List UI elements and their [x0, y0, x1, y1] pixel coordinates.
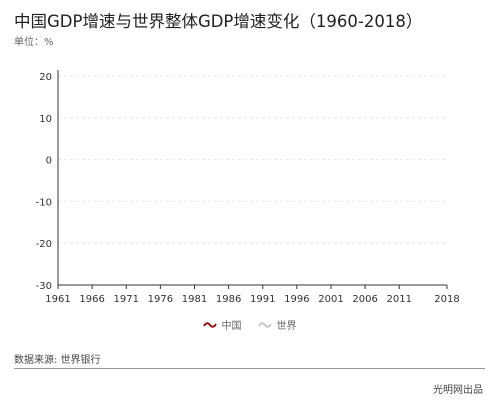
legend-label-china: 中国 — [221, 321, 242, 332]
publisher-credit: 光明网出品 — [433, 385, 483, 396]
x-tick-label: 1976 — [148, 294, 173, 305]
chart-title: 中国GDP增速与世界整体GDP增速变化（1960-2018） — [14, 12, 423, 31]
x-tick-label: 1996 — [284, 294, 309, 305]
y-tick-label: 0 — [46, 156, 52, 167]
x-tick-label: 1981 — [182, 294, 207, 305]
legend: 中国 世界 — [0, 317, 499, 332]
unit-label: 单位：% — [14, 37, 54, 48]
x-tick-label: 2011 — [387, 294, 412, 305]
y-tick-label: -30 — [36, 281, 52, 292]
legend-label-world: 世界 — [276, 321, 297, 332]
x-tick-label: 2018 — [434, 294, 459, 305]
x-tick-label: 1986 — [216, 294, 241, 305]
y-tick-label: 20 — [39, 72, 52, 83]
x-tick-label: 1991 — [250, 294, 275, 305]
x-tick-label: 1961 — [45, 294, 70, 305]
x-tick-label: 1971 — [114, 294, 139, 305]
x-tick-label: 1966 — [79, 294, 104, 305]
x-tick-label: 2006 — [352, 294, 377, 305]
legend-item-world[interactable]: 世界 — [257, 317, 297, 332]
y-tick-label: 10 — [39, 114, 52, 125]
x-tick-label: 2001 — [318, 294, 343, 305]
legend-item-china[interactable]: 中国 — [202, 317, 242, 332]
y-tick-label: -10 — [36, 197, 52, 208]
data-source: 数据来源: 世界银行 — [14, 355, 101, 366]
wave-icon — [202, 321, 217, 328]
wave-icon — [257, 321, 272, 328]
y-tick-label: -20 — [36, 239, 52, 250]
divider — [14, 368, 485, 369]
